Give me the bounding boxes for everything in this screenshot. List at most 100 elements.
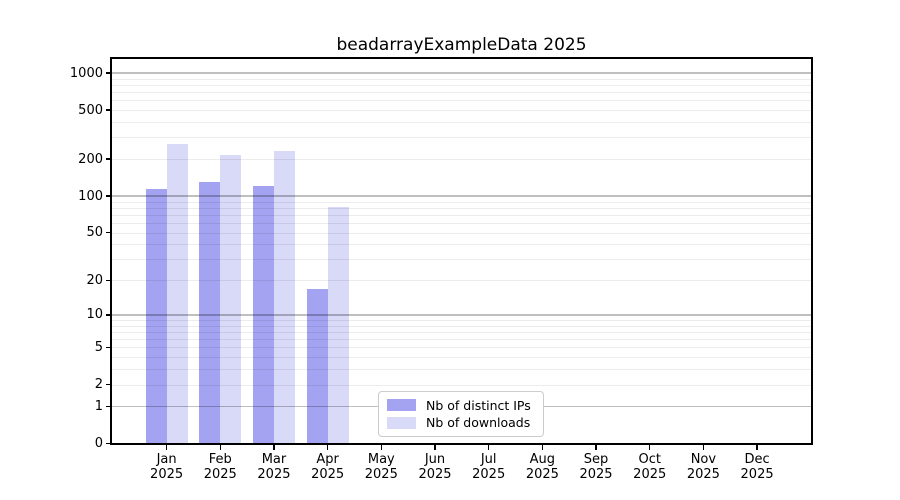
- x-tick-label-mar: Mar 2025: [242, 452, 306, 483]
- x-tick-jul: [487, 445, 490, 450]
- bar-nb-of-distinct-ips-apr: [306, 288, 328, 444]
- y-tick-500: [105, 109, 111, 111]
- x-tick-year: 2025: [740, 467, 774, 482]
- y-tick-label-0: 0: [94, 436, 103, 451]
- y-tick-label-5: 5: [94, 339, 103, 355]
- x-tick-label-jan: Jan 2025: [135, 452, 199, 483]
- x-tick-year: 2025: [418, 467, 452, 482]
- minor-gridline-900: [112, 78, 811, 80]
- y-tick-5: [105, 346, 111, 349]
- minor-gridline-8: [112, 325, 811, 327]
- x-tick-year: 2025: [633, 467, 667, 482]
- x-tick-oct: [649, 445, 651, 450]
- minor-gridline-90: [112, 201, 811, 203]
- bar-nb-of-downloads-feb: [220, 155, 242, 444]
- x-tick-year: 2025: [150, 467, 184, 482]
- minor-gridline-3: [112, 369, 811, 371]
- minor-gridline-9: [112, 320, 811, 322]
- x-tick-month: Nov: [690, 451, 717, 467]
- bar-nb-of-downloads-mar: [273, 150, 295, 444]
- minor-gridline-2: [112, 384, 811, 386]
- y-tick-label-2: 2: [94, 377, 103, 393]
- x-tick-label-oct: Oct 2025: [618, 452, 682, 483]
- minor-gridline-200: [112, 159, 811, 161]
- major-gridline-10: [112, 314, 811, 316]
- minor-gridline-5: [112, 347, 811, 349]
- bar-nb-of-downloads-jan: [166, 144, 188, 444]
- x-tick-month: Aug: [529, 451, 556, 467]
- y-tick-label-100: 100: [78, 188, 103, 204]
- x-tick-year: 2025: [525, 467, 559, 482]
- x-tick-jun: [434, 445, 436, 450]
- x-tick-label-sep: Sep 2025: [564, 452, 628, 483]
- y-tick-label-10: 10: [86, 307, 103, 323]
- x-tick-month: Apr: [316, 451, 339, 467]
- x-tick-month: Jun: [424, 451, 446, 467]
- minor-gridline-80: [112, 207, 811, 209]
- y-tick-label-50: 50: [86, 225, 103, 241]
- x-tick-label-apr: Apr 2025: [296, 452, 360, 483]
- major-gridline-1000: [112, 72, 811, 74]
- y-tick-label-20: 20: [86, 272, 103, 288]
- x-tick-label-dec: Dec 2025: [725, 452, 789, 483]
- y-tick-100: [105, 195, 111, 197]
- y-tick-label-1000: 1000: [69, 65, 103, 81]
- x-tick-nov: [702, 445, 705, 450]
- minor-gridline-300: [112, 137, 811, 139]
- minor-gridline-600: [112, 100, 811, 102]
- bar-nb-of-downloads-apr: [327, 206, 349, 444]
- bar-nb-of-distinct-ips-feb: [199, 182, 221, 444]
- y-tick-1: [105, 405, 111, 408]
- legend-swatch-distinct-ips: [387, 398, 416, 412]
- x-tick-month: Jul: [480, 451, 497, 467]
- y-tick-20: [105, 279, 111, 281]
- major-gridline-100: [112, 195, 811, 197]
- bar-nb-of-distinct-ips-mar: [252, 186, 274, 444]
- x-tick-feb: [219, 445, 221, 450]
- minor-gridline-40: [112, 244, 811, 246]
- x-tick-month: Oct: [638, 451, 661, 467]
- y-tick-10: [105, 314, 111, 316]
- x-tick-month: Mar: [261, 451, 287, 467]
- x-tick-year: 2025: [364, 467, 398, 482]
- y-tick-50: [105, 231, 111, 234]
- minor-gridline-6: [112, 339, 811, 341]
- x-tick-label-jun: Jun 2025: [403, 452, 467, 483]
- minor-gridline-7: [112, 332, 811, 333]
- x-tick-label-nov: Nov 2025: [671, 452, 735, 483]
- minor-gridline-30: [112, 259, 811, 261]
- x-tick-year: 2025: [203, 467, 237, 482]
- x-tick-dec: [756, 445, 758, 450]
- x-tick-year: 2025: [311, 467, 345, 482]
- minor-gridline-50: [112, 232, 811, 234]
- y-tick-1000: [105, 72, 111, 74]
- y-tick-0: [105, 442, 111, 445]
- x-tick-month: Feb: [208, 451, 232, 467]
- legend: Nb of distinct IPs Nb of downloads: [378, 391, 544, 437]
- x-tick-jan: [165, 445, 168, 450]
- x-tick-year: 2025: [472, 467, 506, 482]
- x-tick-month: Jan: [156, 451, 177, 467]
- x-tick-sep: [595, 445, 597, 450]
- x-tick-month: Sep: [583, 451, 609, 467]
- x-tick-may: [380, 445, 382, 450]
- x-tick-mar: [273, 445, 275, 450]
- x-tick-apr: [326, 445, 329, 450]
- x-tick-year: 2025: [257, 467, 291, 482]
- minor-gridline-800: [112, 85, 811, 86]
- x-tick-label-may: May 2025: [349, 452, 413, 483]
- x-tick-month: May: [367, 451, 395, 467]
- x-tick-month: Dec: [744, 451, 770, 467]
- x-tick-label-feb: Feb 2025: [188, 452, 252, 483]
- bar-nb-of-distinct-ips-jan: [145, 188, 167, 444]
- y-tick-label-1: 1: [94, 398, 103, 414]
- minor-gridline-500: [112, 110, 811, 112]
- x-tick-year: 2025: [686, 467, 720, 482]
- minor-gridline-60: [112, 223, 811, 225]
- x-tick-year: 2025: [579, 467, 613, 482]
- legend-item-distinct-ips: Nb of distinct IPs: [387, 398, 535, 413]
- x-tick-aug: [541, 445, 544, 450]
- minor-gridline-20: [112, 280, 811, 282]
- legend-label-distinct-ips: Nb of distinct IPs: [426, 397, 531, 413]
